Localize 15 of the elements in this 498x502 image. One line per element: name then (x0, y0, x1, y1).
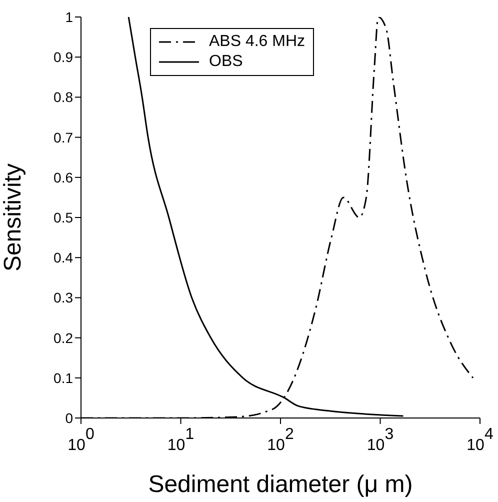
y-tick-label: 0.4 (54, 250, 74, 266)
legend-label: ABS 4.6 MHz (209, 32, 306, 52)
y-tick-label: 0 (65, 410, 74, 426)
y-tick-label: 0.5 (54, 209, 74, 226)
y-tick-label: 1 (65, 8, 74, 25)
y-tick-label: 0.8 (54, 89, 74, 106)
y-tick-label: 0.6 (54, 169, 74, 186)
x-axis-title: Sediment diameter (μ m) (148, 471, 413, 498)
y-tick-label: 0.7 (54, 129, 74, 146)
y-tick-label: 0.3 (54, 290, 74, 306)
y-tick-label: 0.1 (54, 370, 74, 386)
y-axis-title: Sensitivity (0, 163, 27, 272)
y-tick-label: 0.9 (54, 49, 74, 66)
y-tick-label: 0.2 (54, 330, 74, 346)
legend-label: OBS (209, 52, 243, 72)
